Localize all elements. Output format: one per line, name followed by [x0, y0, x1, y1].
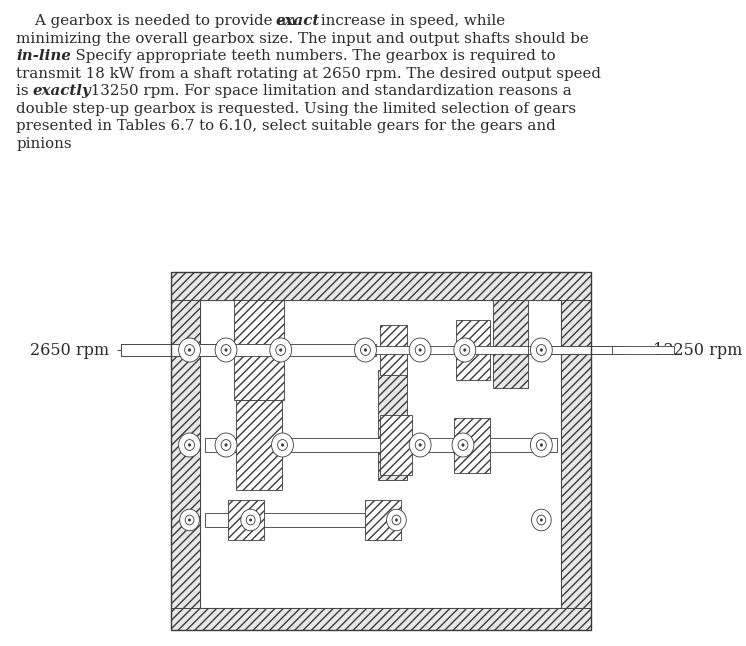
Circle shape	[215, 338, 237, 362]
Circle shape	[364, 349, 366, 351]
Circle shape	[454, 338, 476, 362]
Text: exactly: exactly	[32, 84, 91, 98]
Circle shape	[531, 509, 551, 531]
Circle shape	[536, 439, 546, 450]
Circle shape	[221, 439, 231, 450]
Circle shape	[280, 349, 282, 351]
Bar	[172, 272, 591, 630]
Circle shape	[270, 338, 292, 362]
Circle shape	[272, 433, 293, 457]
Text: double step-up gearbox is requested. Using the limited selection of gears: double step-up gearbox is requested. Usi…	[16, 101, 577, 116]
Circle shape	[462, 444, 464, 446]
Circle shape	[215, 433, 237, 457]
Bar	[121, 344, 377, 356]
Text: increase in speed, while: increase in speed, while	[316, 14, 505, 28]
Text: presented in Tables 6.7 to 6.10, select suitable gears for the gears and: presented in Tables 6.7 to 6.10, select …	[16, 119, 557, 133]
Circle shape	[536, 344, 546, 355]
Circle shape	[410, 338, 431, 362]
Bar	[493, 300, 527, 388]
Bar	[365, 500, 401, 540]
Bar	[201, 300, 562, 608]
Circle shape	[419, 444, 421, 446]
Bar	[234, 300, 284, 400]
Text: exact: exact	[276, 14, 320, 28]
Bar	[562, 300, 591, 608]
Circle shape	[410, 433, 431, 457]
Circle shape	[189, 519, 190, 521]
Text: . Specify appropriate teeth numbers. The gearbox is required to: . Specify appropriate teeth numbers. The…	[66, 49, 556, 63]
Circle shape	[395, 519, 398, 521]
Circle shape	[360, 344, 370, 355]
Bar	[545, 346, 624, 354]
Text: 13250 rpm. For space limitation and standardization reasons a: 13250 rpm. For space limitation and stan…	[86, 84, 571, 98]
Bar	[454, 418, 490, 473]
Text: minimizing the overall gearbox size. The input and output shafts should be: minimizing the overall gearbox size. The…	[16, 32, 589, 45]
Text: 13250 rpm: 13250 rpm	[653, 342, 742, 359]
Bar	[236, 400, 281, 490]
Circle shape	[225, 349, 227, 351]
Circle shape	[185, 439, 195, 450]
Text: 2650 rpm: 2650 rpm	[31, 342, 110, 359]
Bar	[172, 300, 201, 608]
Circle shape	[452, 433, 474, 457]
Circle shape	[419, 349, 421, 351]
Text: is: is	[16, 84, 34, 98]
Circle shape	[530, 433, 552, 457]
Circle shape	[537, 515, 546, 525]
Circle shape	[530, 338, 552, 362]
Circle shape	[464, 349, 466, 351]
Circle shape	[246, 515, 255, 525]
Bar	[380, 415, 412, 475]
Circle shape	[392, 515, 401, 525]
Text: pinions: pinions	[16, 136, 72, 151]
Circle shape	[354, 338, 377, 362]
Circle shape	[278, 439, 287, 450]
Circle shape	[178, 433, 201, 457]
Circle shape	[416, 344, 425, 355]
Bar	[228, 500, 264, 540]
Circle shape	[276, 344, 286, 355]
Circle shape	[178, 338, 201, 362]
Bar	[380, 325, 407, 375]
Bar	[121, 344, 217, 356]
Circle shape	[540, 349, 542, 351]
Bar	[360, 346, 674, 353]
Bar	[205, 438, 557, 452]
Bar	[239, 300, 273, 388]
Bar	[172, 608, 591, 630]
Circle shape	[180, 509, 199, 531]
Circle shape	[189, 444, 191, 446]
Bar	[456, 320, 490, 380]
Circle shape	[250, 519, 251, 521]
Text: transmit 18 kW from a shaft rotating at 2650 rpm. The desired output speed: transmit 18 kW from a shaft rotating at …	[16, 67, 601, 81]
Circle shape	[281, 444, 283, 446]
Circle shape	[540, 444, 542, 446]
Circle shape	[225, 444, 227, 446]
Bar	[378, 370, 407, 480]
Text: A gearbox is needed to provide an: A gearbox is needed to provide an	[16, 14, 301, 28]
Circle shape	[416, 439, 425, 450]
Bar	[205, 513, 401, 527]
Circle shape	[540, 519, 542, 521]
Circle shape	[221, 344, 231, 355]
Text: in-line: in-line	[16, 49, 71, 63]
Circle shape	[185, 344, 195, 355]
Circle shape	[185, 515, 194, 525]
Circle shape	[189, 349, 191, 351]
Bar	[527, 346, 612, 354]
Circle shape	[460, 344, 470, 355]
Circle shape	[458, 439, 468, 450]
Circle shape	[386, 509, 407, 531]
Bar	[172, 272, 591, 300]
Circle shape	[241, 509, 260, 531]
